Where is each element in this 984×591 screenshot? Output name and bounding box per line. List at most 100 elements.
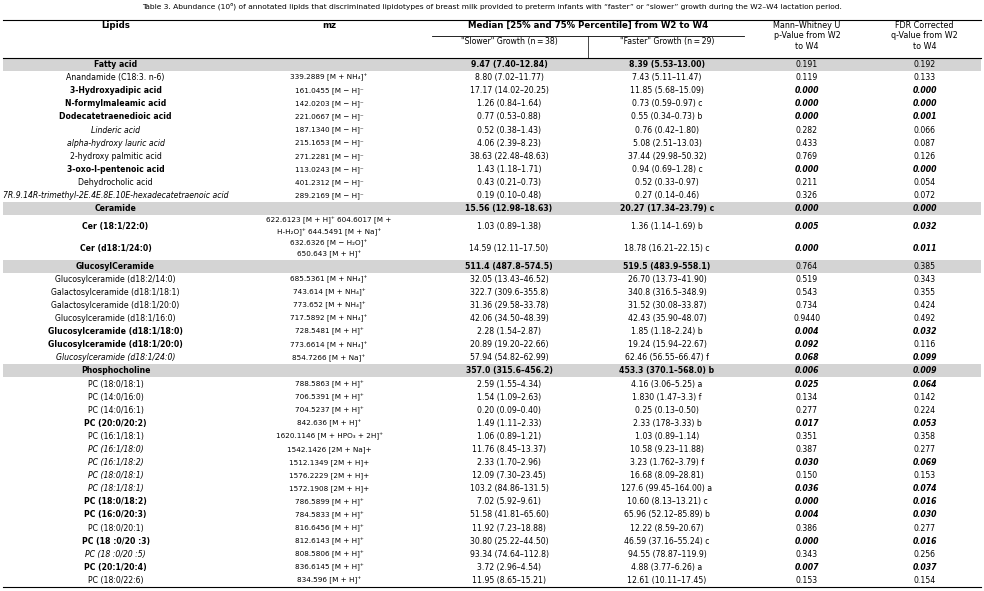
Text: 0.000: 0.000 [795,537,820,545]
Text: 0.000: 0.000 [795,112,820,121]
Text: 0.256: 0.256 [913,550,936,558]
Text: 0.004: 0.004 [795,327,820,336]
Text: 812.6143 [M + H]⁺: 812.6143 [M + H]⁺ [294,537,363,545]
Text: 0.017: 0.017 [795,419,820,428]
Bar [3,84,981,98]
Text: Dehydrocholic acid: Dehydrocholic acid [78,178,153,187]
Text: 215.1653 [M − H]⁻: 215.1653 [M − H]⁻ [294,139,363,147]
Text: PC (18 :0/20 :3): PC (18 :0/20 :3) [82,537,150,545]
Text: 0.032: 0.032 [912,222,937,230]
Bar [3,163,981,176]
Text: 62.46 (56.55–66.47) f: 62.46 (56.55–66.47) f [625,353,708,362]
Text: 0.277: 0.277 [796,406,818,415]
Text: 0.77 (0.53–0.88): 0.77 (0.53–0.88) [477,112,541,121]
Text: PC (18:0/20:1): PC (18:0/20:1) [88,524,144,532]
Text: 0.191: 0.191 [796,60,818,69]
Text: 0.000: 0.000 [795,165,820,174]
Text: 0.52 (0.38–1.43): 0.52 (0.38–1.43) [477,125,541,135]
Text: 142.0203 [M − H]⁻: 142.0203 [M − H]⁻ [294,100,363,107]
Text: 57.94 (54.82–62.99): 57.94 (54.82–62.99) [469,353,548,362]
Text: 0.054: 0.054 [913,178,936,187]
Text: 0.036: 0.036 [795,484,820,493]
Text: 1.36 (1.14–1.69) b: 1.36 (1.14–1.69) b [631,222,703,230]
Text: Phosphocholine: Phosphocholine [81,366,151,375]
Text: 0.192: 0.192 [913,60,936,69]
Text: PC (16:0/20:3): PC (16:0/20:3) [85,511,147,519]
Text: 0.037: 0.037 [912,563,937,572]
Bar [3,521,981,535]
Text: 0.011: 0.011 [912,244,937,253]
Text: 0.19 (0.10–0.48): 0.19 (0.10–0.48) [477,191,541,200]
Text: 26.70 (13.73–41.90): 26.70 (13.73–41.90) [628,275,707,284]
Bar [3,535,981,548]
Text: 103.2 (84.86–131.5): 103.2 (84.86–131.5) [469,484,548,493]
Text: 0.133: 0.133 [913,73,936,82]
Text: 0.769: 0.769 [796,152,818,161]
Text: 0.000: 0.000 [795,498,820,506]
Text: 784.5833 [M + H]⁺: 784.5833 [M + H]⁺ [294,511,363,519]
Text: 401.2312 [M − H]⁻: 401.2312 [M − H]⁻ [294,179,363,186]
Bar [3,58,981,71]
Text: 12.09 (7.30–23.45): 12.09 (7.30–23.45) [472,471,546,480]
Text: 0.150: 0.150 [796,471,818,480]
Text: 854.7266 [M + Na]⁺: 854.7266 [M + Na]⁺ [292,354,366,362]
Text: Glucosylceramide (d18:1/18:0): Glucosylceramide (d18:1/18:0) [48,327,183,336]
Text: 0.000: 0.000 [912,86,937,95]
Text: 0.358: 0.358 [913,432,936,441]
Text: 0.27 (0.14–0.46): 0.27 (0.14–0.46) [635,191,699,200]
Text: Table 3. Abundance (10⁶) of annotated lipids that discriminated lipidotypes of b: Table 3. Abundance (10⁶) of annotated li… [142,2,842,9]
Text: 0.277: 0.277 [913,524,936,532]
Text: 7.02 (5.92–9.61): 7.02 (5.92–9.61) [477,498,541,506]
Bar [3,443,981,456]
Text: 20.27 (17.34–23.79) c: 20.27 (17.34–23.79) c [620,204,714,213]
Text: 685.5361 [M + NH₄]⁺: 685.5361 [M + NH₄]⁺ [290,275,368,283]
Text: 2.33 (178–3.33) b: 2.33 (178–3.33) b [633,419,702,428]
Text: 0.734: 0.734 [796,301,818,310]
Text: 2.28 (1.54–2.87): 2.28 (1.54–2.87) [477,327,541,336]
Text: 0.005: 0.005 [795,222,820,230]
Text: 2.59 (1.55–4.34): 2.59 (1.55–4.34) [477,379,541,388]
Bar [3,561,981,574]
Text: 0.343: 0.343 [913,275,936,284]
Text: 0.000: 0.000 [795,244,820,253]
Text: 38.63 (22.48–48.63): 38.63 (22.48–48.63) [469,152,548,161]
Text: Fatty acid: Fatty acid [93,60,137,69]
Text: Lipids: Lipids [101,21,130,30]
Text: PC (16:1/18:1): PC (16:1/18:1) [88,432,144,441]
Text: 0.76 (0.42–1.80): 0.76 (0.42–1.80) [635,125,699,135]
Text: 0.001: 0.001 [912,112,937,121]
Text: 0.087: 0.087 [913,139,936,148]
Text: 704.5237 [M + H]⁺: 704.5237 [M + H]⁺ [294,407,363,414]
Text: PC (20:1/20:4): PC (20:1/20:4) [85,563,147,572]
Text: 42.43 (35.90–48.07): 42.43 (35.90–48.07) [628,314,707,323]
Text: 0.52 (0.33–0.97): 0.52 (0.33–0.97) [635,178,699,187]
Text: "Slower" Growth (n = 38): "Slower" Growth (n = 38) [461,37,557,46]
Text: 17.17 (14.02–20.25): 17.17 (14.02–20.25) [469,86,548,95]
Text: 0.282: 0.282 [796,125,818,135]
Bar [3,98,981,111]
Text: 1542.1426 [2M + Na]+: 1542.1426 [2M + Na]+ [286,446,371,453]
Text: GlucosylCeramide: GlucosylCeramide [76,262,155,271]
Text: 0.351: 0.351 [796,432,818,441]
Text: 1572.1908 [2M + H]+: 1572.1908 [2M + H]+ [289,485,369,492]
Text: PC (18 :0/20 :5): PC (18 :0/20 :5) [86,550,146,558]
Text: PC (16:1/18:2): PC (16:1/18:2) [88,458,144,467]
Text: 0.116: 0.116 [913,340,936,349]
Text: 0.9440: 0.9440 [793,314,821,323]
Text: 0.386: 0.386 [796,524,818,532]
Bar [3,238,981,259]
Text: 0.543: 0.543 [796,288,818,297]
Text: 289.2169 [M − H]⁻: 289.2169 [M − H]⁻ [294,192,363,199]
Text: 2-hydroxy palmitic acid: 2-hydroxy palmitic acid [70,152,161,161]
Text: 0.004: 0.004 [795,511,820,519]
Bar [3,404,981,417]
Text: 2.33 (1.70–2.96): 2.33 (1.70–2.96) [477,458,541,467]
Bar [3,574,981,587]
Bar [3,286,981,299]
Text: 773.6614 [M + NH₄]⁺: 773.6614 [M + NH₄]⁺ [290,341,368,349]
Text: 51.58 (41.81–65.60): 51.58 (41.81–65.60) [469,511,548,519]
Text: 0.43 (0.21–0.73): 0.43 (0.21–0.73) [477,178,541,187]
Bar [3,482,981,495]
Text: 453.3 (370.1–568.0) b: 453.3 (370.1–568.0) b [620,366,714,375]
Text: 0.000: 0.000 [912,165,937,174]
